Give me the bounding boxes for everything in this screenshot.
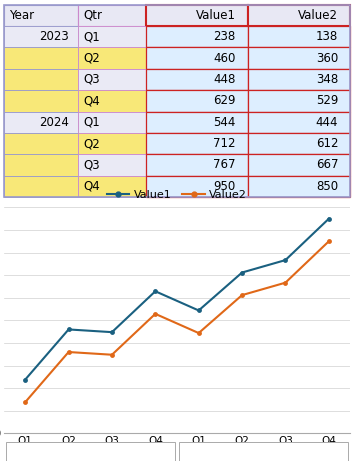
Text: 360: 360 [316,52,338,65]
Text: 950: 950 [213,180,236,193]
Text: 529: 529 [316,95,338,107]
Bar [146,5,248,26]
Bar [146,133,248,154]
Text: 544: 544 [213,116,236,129]
Bar [248,154,350,176]
Bar [146,90,248,112]
Bar [146,112,248,133]
Text: Q3: Q3 [84,159,100,171]
Text: 238: 238 [213,30,236,43]
Text: 629: 629 [213,95,236,107]
Text: 460: 460 [213,52,236,65]
Bar [146,26,248,47]
Text: 712: 712 [213,137,236,150]
Bar [4,5,78,26]
Text: 2024: 2024 [39,116,69,129]
Text: Q4: Q4 [84,180,100,193]
Bar [4,112,78,133]
Bar [4,133,78,154]
Text: 348: 348 [316,73,338,86]
Bar [248,133,350,154]
Bar [4,26,78,47]
Text: Q3: Q3 [84,73,100,86]
Bar [248,176,350,197]
Bar [78,5,146,26]
Bar [4,90,78,112]
Text: 448: 448 [213,73,236,86]
Text: Value1: Value1 [196,9,236,22]
Bar [146,69,248,90]
Bar [78,154,146,176]
Bar [78,69,146,90]
Text: 2023: 2023 [39,30,69,43]
Bar [146,176,248,197]
Bar [4,69,78,90]
Text: 767: 767 [213,159,236,171]
Bar [248,90,350,112]
Bar [78,112,146,133]
Text: Q4: Q4 [84,95,100,107]
Bar [248,69,350,90]
Text: Q1: Q1 [84,30,100,43]
Text: 850: 850 [316,180,338,193]
Bar [4,154,78,176]
Text: Qtr: Qtr [84,9,103,22]
Bar [146,47,248,69]
Bar [248,112,350,133]
Text: 444: 444 [316,116,338,129]
Text: Q2: Q2 [84,137,100,150]
Legend: Value1, Value2: Value1, Value2 [103,186,251,205]
Text: Q2: Q2 [84,52,100,65]
Bar [78,176,146,197]
Text: Year: Year [10,9,35,22]
Bar [78,90,146,112]
Bar [248,47,350,69]
Bar [78,133,146,154]
Bar [4,47,78,69]
Bar [146,154,248,176]
Bar [248,5,350,26]
Bar [248,26,350,47]
Bar [78,47,146,69]
Text: 612: 612 [316,137,338,150]
Bar [4,176,78,197]
FancyBboxPatch shape [179,443,348,461]
Text: Q1: Q1 [84,116,100,129]
Text: 667: 667 [316,159,338,171]
FancyBboxPatch shape [6,443,175,461]
Text: 138: 138 [316,30,338,43]
Bar [78,26,146,47]
Text: Value2: Value2 [298,9,338,22]
